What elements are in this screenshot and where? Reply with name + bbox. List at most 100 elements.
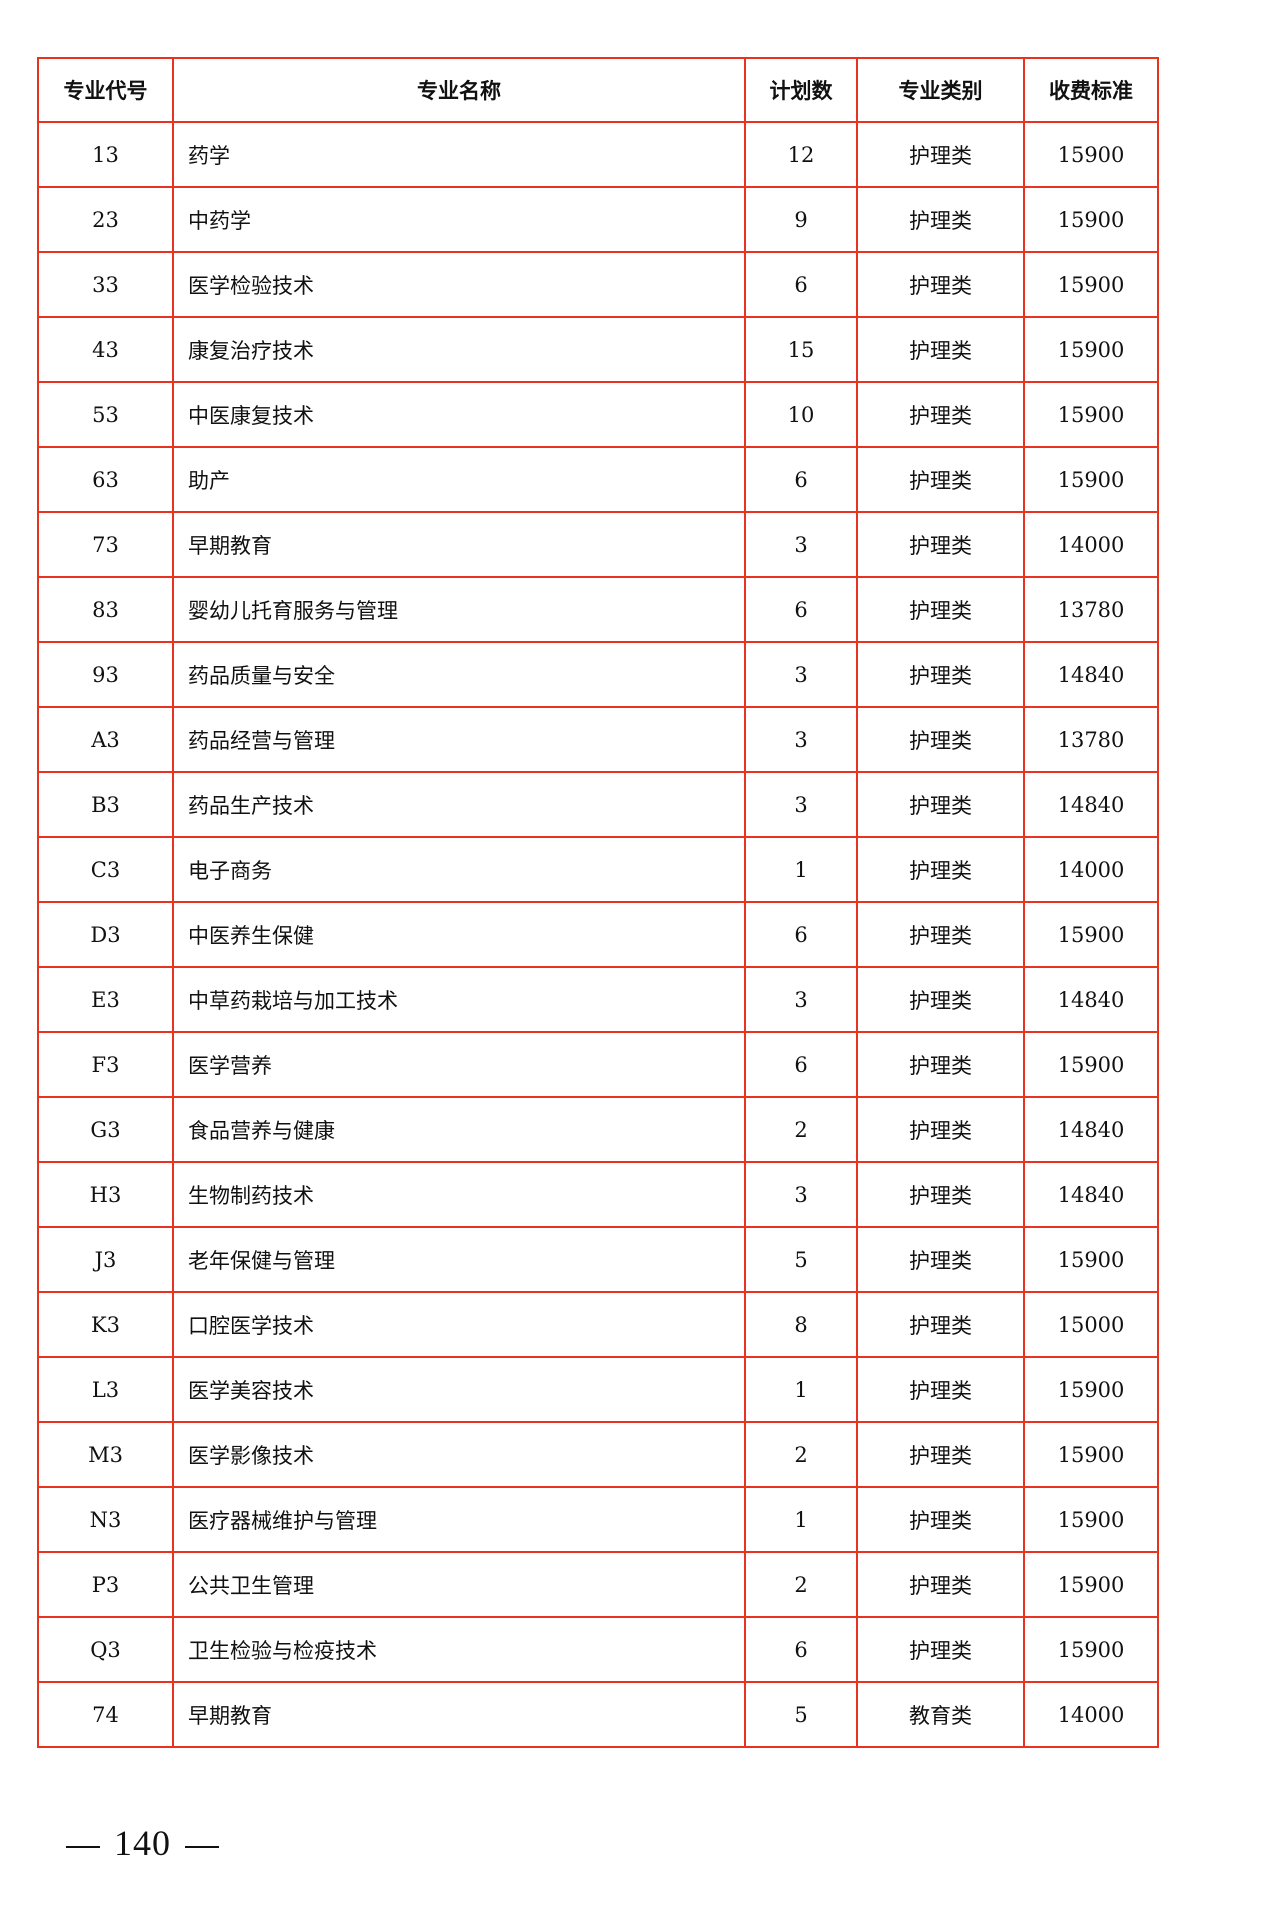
- cell-fee: 13780: [1023, 706, 1159, 773]
- table-row: N3 医疗器械维护与管理 1 护理类 15900: [37, 1486, 1159, 1553]
- cell-plan-count: 15: [744, 316, 858, 383]
- table-row: L3 医学美容技术 1 护理类 15900: [37, 1356, 1159, 1423]
- cell-name: 早期教育: [172, 1681, 746, 1748]
- cell-fee: 15900: [1023, 251, 1159, 318]
- cell-category: 护理类: [856, 836, 1025, 903]
- cell-code: 93: [37, 641, 174, 708]
- cell-code: A3: [37, 706, 174, 773]
- cell-category: 护理类: [856, 576, 1025, 643]
- cell-code: B3: [37, 771, 174, 838]
- cell-name: 卫生检验与检疫技术: [172, 1616, 746, 1683]
- cell-name: 电子商务: [172, 836, 746, 903]
- table-row: 33 医学检验技术 6 护理类 15900: [37, 251, 1159, 318]
- cell-category: 护理类: [856, 1616, 1025, 1683]
- table-row: D3 中医养生保健 6 护理类 15900: [37, 901, 1159, 968]
- table-row: 73 早期教育 3 护理类 14000: [37, 511, 1159, 578]
- cell-category: 护理类: [856, 1291, 1025, 1358]
- cell-code: L3: [37, 1356, 174, 1423]
- cell-code: 43: [37, 316, 174, 383]
- table-row: B3 药品生产技术 3 护理类 14840: [37, 771, 1159, 838]
- cell-code: 23: [37, 186, 174, 253]
- cell-code: K3: [37, 1291, 174, 1358]
- cell-name: 中草药栽培与加工技术: [172, 966, 746, 1033]
- cell-plan-count: 3: [744, 641, 858, 708]
- cell-fee: 15900: [1023, 1421, 1159, 1488]
- cell-category: 护理类: [856, 1421, 1025, 1488]
- cell-category: 护理类: [856, 251, 1025, 318]
- table-row: 74 早期教育 5 教育类 14000: [37, 1681, 1159, 1748]
- cell-code: 33: [37, 251, 174, 318]
- cell-category: 教育类: [856, 1681, 1025, 1748]
- cell-name: 药品生产技术: [172, 771, 746, 838]
- cell-category: 护理类: [856, 1031, 1025, 1098]
- cell-plan-count: 9: [744, 186, 858, 253]
- cell-plan-count: 5: [744, 1226, 858, 1293]
- cell-name: 中医养生保健: [172, 901, 746, 968]
- table-row: 23 中药学 9 护理类 15900: [37, 186, 1159, 253]
- cell-code: G3: [37, 1096, 174, 1163]
- cell-name: 药品经营与管理: [172, 706, 746, 773]
- cell-plan-count: 8: [744, 1291, 858, 1358]
- table-row: 53 中医康复技术 10 护理类 15900: [37, 381, 1159, 448]
- cell-code: P3: [37, 1551, 174, 1618]
- cell-code: H3: [37, 1161, 174, 1228]
- cell-fee: 14000: [1023, 836, 1159, 903]
- cell-plan-count: 2: [744, 1551, 858, 1618]
- cell-fee: 14840: [1023, 1096, 1159, 1163]
- cell-name: 药学: [172, 121, 746, 188]
- cell-fee: 15900: [1023, 1616, 1159, 1683]
- cell-fee: 14840: [1023, 641, 1159, 708]
- table-row: 93 药品质量与安全 3 护理类 14840: [37, 641, 1159, 708]
- cell-name: 医学营养: [172, 1031, 746, 1098]
- cell-fee: 15900: [1023, 1356, 1159, 1423]
- cell-name: 食品营养与健康: [172, 1096, 746, 1163]
- cell-category: 护理类: [856, 1096, 1025, 1163]
- table-row: H3 生物制药技术 3 护理类 14840: [37, 1161, 1159, 1228]
- cell-plan-count: 3: [744, 771, 858, 838]
- cell-code: E3: [37, 966, 174, 1033]
- cell-name: 药品质量与安全: [172, 641, 746, 708]
- cell-category: 护理类: [856, 381, 1025, 448]
- cell-code: 74: [37, 1681, 174, 1748]
- cell-category: 护理类: [856, 641, 1025, 708]
- table-row: 43 康复治疗技术 15 护理类 15900: [37, 316, 1159, 383]
- cell-code: 13: [37, 121, 174, 188]
- cell-fee: 15900: [1023, 1226, 1159, 1293]
- cell-fee: 15900: [1023, 186, 1159, 253]
- cell-name: 助产: [172, 446, 746, 513]
- cell-name: 医学美容技术: [172, 1356, 746, 1423]
- cell-category: 护理类: [856, 1356, 1025, 1423]
- cell-code: 53: [37, 381, 174, 448]
- cell-plan-count: 3: [744, 1161, 858, 1228]
- table-row: F3 医学营养 6 护理类 15900: [37, 1031, 1159, 1098]
- cell-code: C3: [37, 836, 174, 903]
- cell-category: 护理类: [856, 446, 1025, 513]
- table-row: J3 老年保健与管理 5 护理类 15900: [37, 1226, 1159, 1293]
- cell-plan-count: 10: [744, 381, 858, 448]
- table-row: C3 电子商务 1 护理类 14000: [37, 836, 1159, 903]
- cell-plan-count: 1: [744, 836, 858, 903]
- cell-plan-count: 6: [744, 1616, 858, 1683]
- table-row: K3 口腔医学技术 8 护理类 15000: [37, 1291, 1159, 1358]
- header-name: 专业名称: [172, 57, 746, 123]
- cell-plan-count: 3: [744, 511, 858, 578]
- table-row: A3 药品经营与管理 3 护理类 13780: [37, 706, 1159, 773]
- cell-plan-count: 6: [744, 901, 858, 968]
- cell-fee: 15900: [1023, 121, 1159, 188]
- cell-name: 公共卫生管理: [172, 1551, 746, 1618]
- cell-fee: 15900: [1023, 446, 1159, 513]
- cell-plan-count: 1: [744, 1356, 858, 1423]
- cell-category: 护理类: [856, 316, 1025, 383]
- cell-code: F3: [37, 1031, 174, 1098]
- dash-right: [185, 1845, 219, 1848]
- page-number: 140: [52, 1822, 233, 1864]
- cell-category: 护理类: [856, 1226, 1025, 1293]
- page-number-text: 140: [114, 1823, 171, 1863]
- cell-name: 医学影像技术: [172, 1421, 746, 1488]
- cell-code: N3: [37, 1486, 174, 1553]
- header-code: 专业代号: [37, 57, 174, 123]
- cell-plan-count: 1: [744, 1486, 858, 1553]
- cell-category: 护理类: [856, 901, 1025, 968]
- cell-category: 护理类: [856, 966, 1025, 1033]
- cell-fee: 15900: [1023, 1486, 1159, 1553]
